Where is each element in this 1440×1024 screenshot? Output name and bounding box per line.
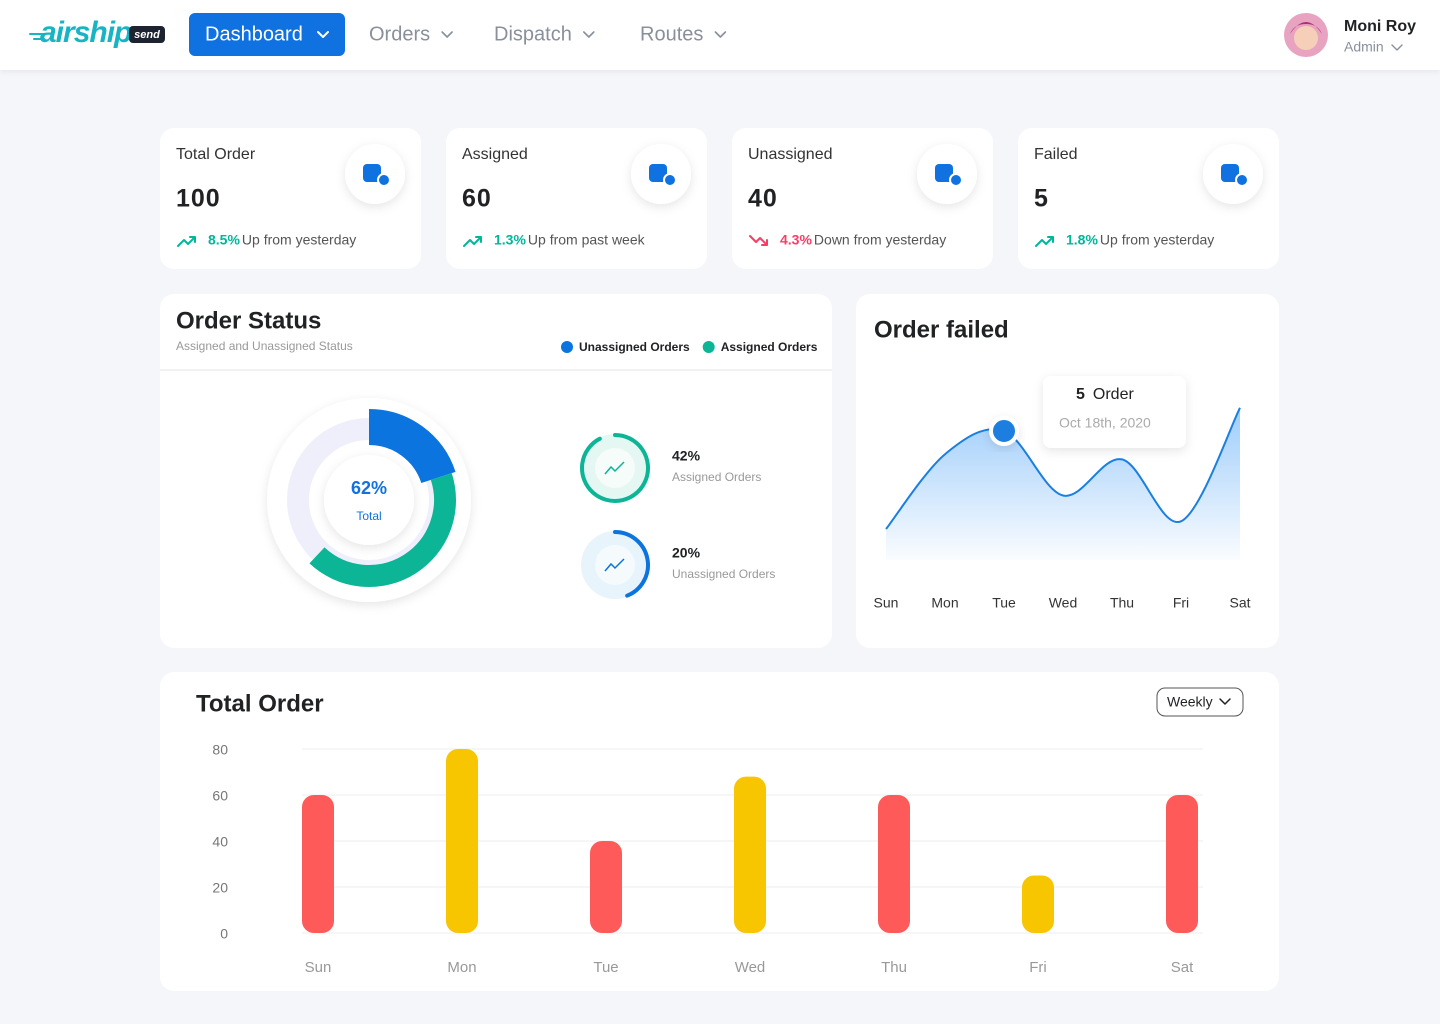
panel: [160, 672, 1279, 991]
stat-card: [446, 128, 707, 269]
stat-card: [732, 128, 993, 269]
nav-button-active[interactable]: [189, 13, 345, 56]
panel: [160, 294, 832, 648]
panel: [856, 294, 1279, 648]
stat-card: [1018, 128, 1279, 269]
stat-card: [160, 128, 421, 269]
